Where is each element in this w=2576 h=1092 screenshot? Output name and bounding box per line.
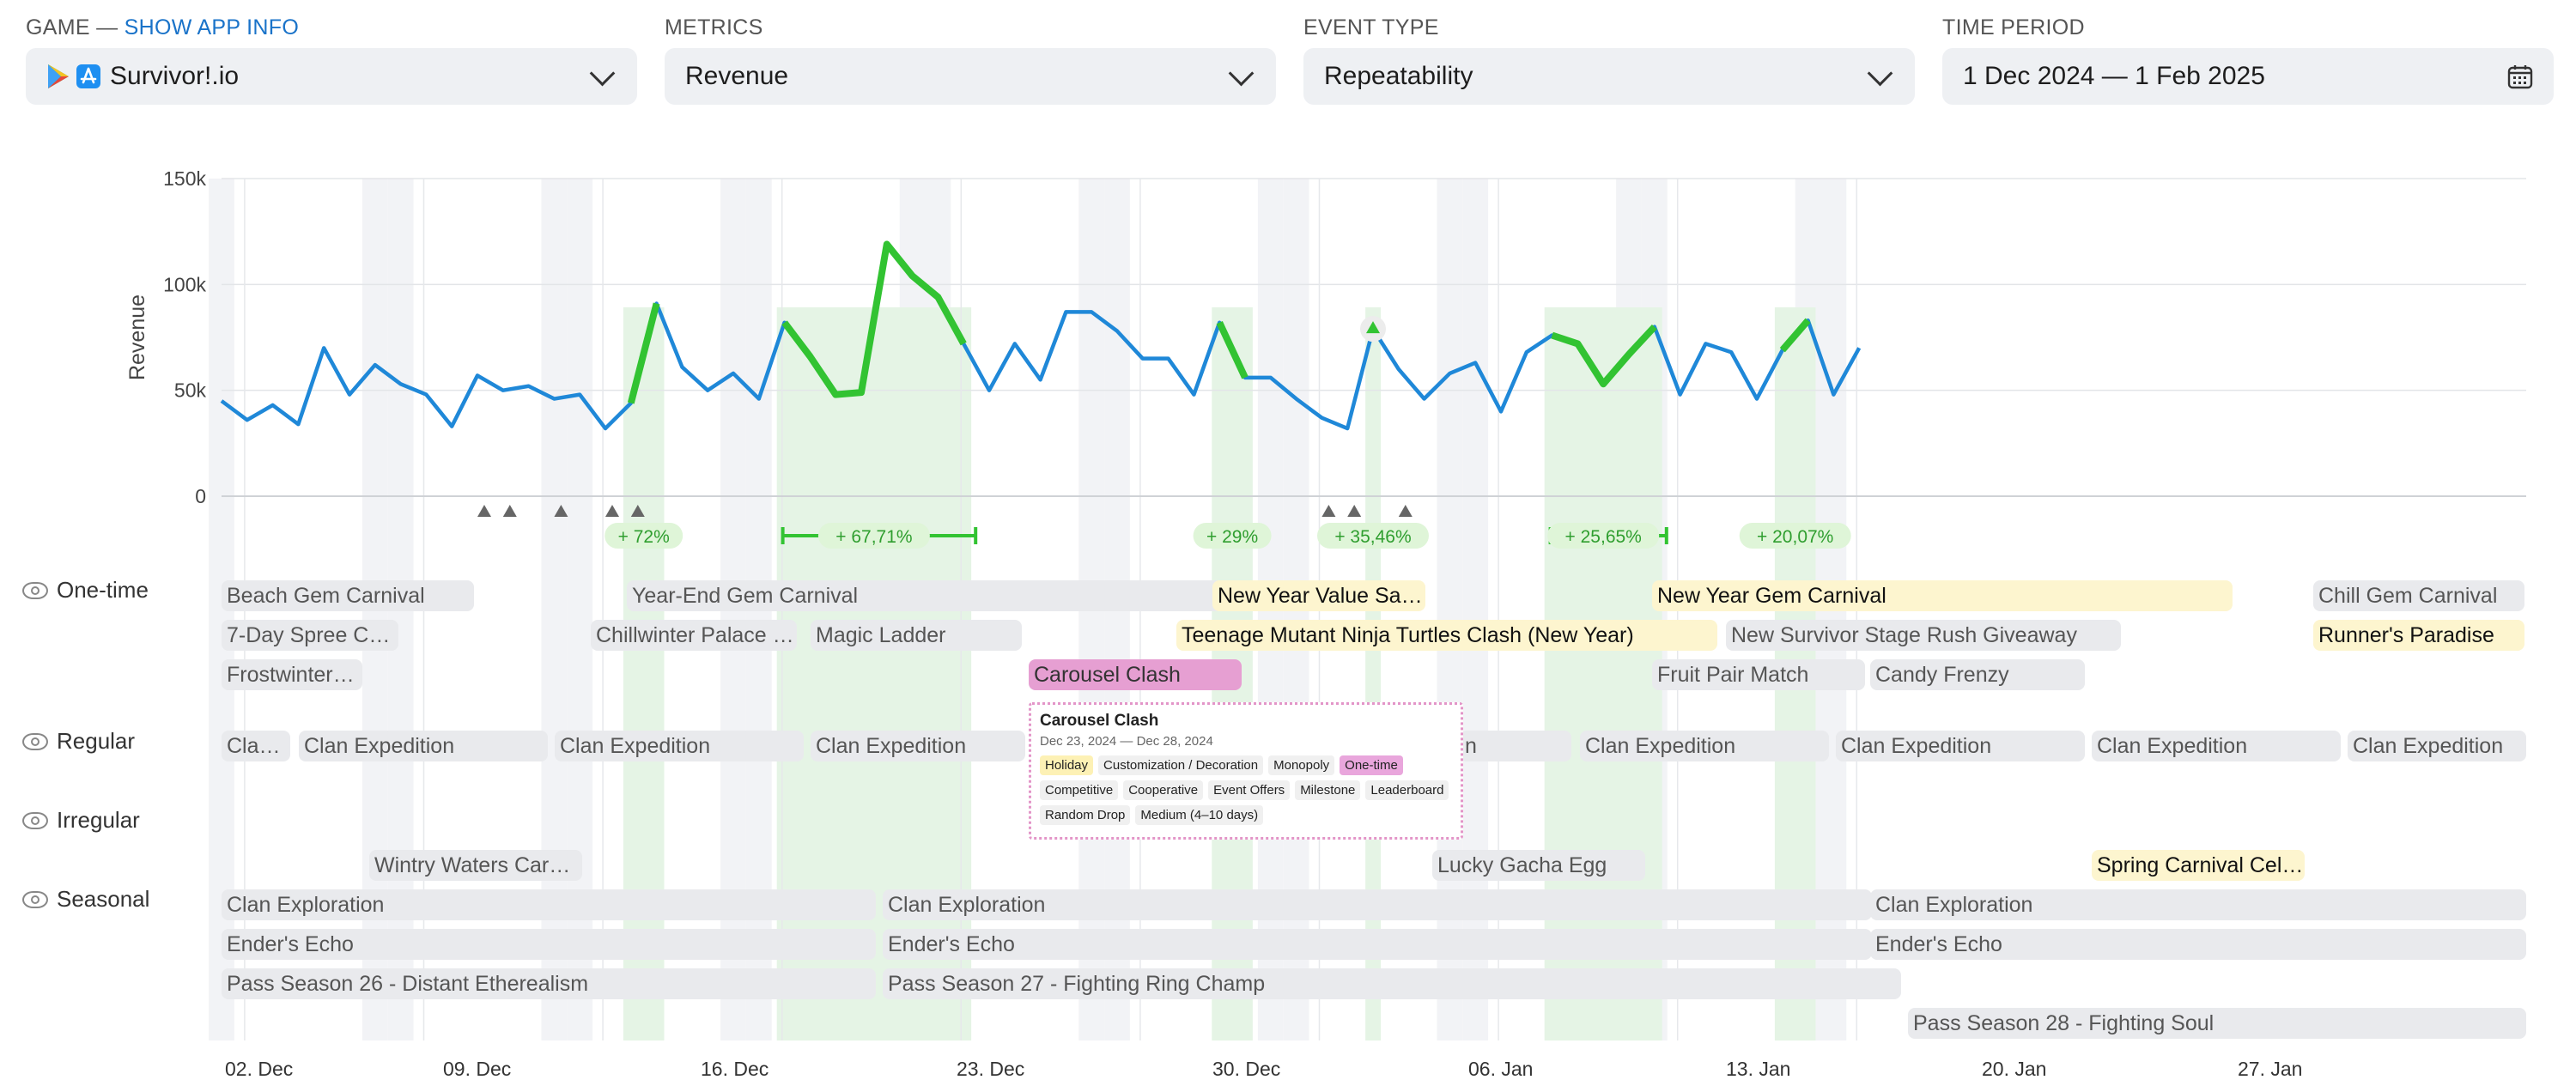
- game-label-sep: —: [89, 15, 125, 39]
- event-bar[interactable]: Clan Expedition: [1836, 731, 2085, 761]
- event-bar[interactable]: Clan Exploration: [222, 889, 876, 920]
- event-bar[interactable]: Ender's Echo: [883, 929, 1872, 960]
- highlight-segment: [781, 240, 967, 398]
- event-bar[interactable]: Clan Exploration: [883, 889, 1872, 920]
- event-marker-icon: [477, 505, 491, 517]
- change-pill: [1739, 523, 1851, 549]
- event-bar[interactable]: Beach Gem Carnival: [222, 580, 474, 611]
- event-bar[interactable]: Ender's Echo: [1870, 929, 2526, 960]
- event-type-select[interactable]: Repeatability: [1303, 48, 1915, 105]
- event-marker-icon: [605, 505, 619, 517]
- event-type-label: EVENT TYPE: [1303, 15, 1439, 39]
- event-marker-icon: [554, 505, 568, 517]
- event-bar[interactable]: Clan Expedition: [811, 731, 1025, 761]
- event-bar[interactable]: Clan Expedition: [1580, 731, 1829, 761]
- event-bar[interactable]: Year-End Gem Carnival: [627, 580, 1228, 611]
- event-marker-icon: [1321, 505, 1336, 517]
- game-value: Survivor!.io: [110, 62, 240, 90]
- event-marker-icon: [1398, 505, 1413, 517]
- chevron-down-icon: [1228, 60, 1255, 86]
- event-bar[interactable]: Pass Season 27 - Fighting Ring Champ: [883, 968, 1901, 999]
- y-tick-label: 50k: [174, 379, 207, 402]
- y-tick-label: 150k: [163, 167, 206, 190]
- time-period-field[interactable]: 1 Dec 2024 — 1 Feb 2025: [1942, 48, 2554, 105]
- event-bar[interactable]: Fruit Pair Match: [1652, 659, 1865, 690]
- game-select[interactable]: Survivor!.io: [26, 48, 637, 105]
- change-pill-label: + 20,07%: [1757, 527, 1833, 547]
- event-bar[interactable]: Chill Gem Carnival: [2313, 580, 2524, 611]
- y-tick-label: 0: [195, 485, 206, 507]
- metrics-select[interactable]: Revenue: [665, 48, 1276, 105]
- change-pill: [1193, 523, 1272, 549]
- store-icons: [46, 64, 101, 89]
- game-label-text: GAME: [26, 15, 90, 39]
- event-bar[interactable]: Candy Frenzy: [1870, 659, 2085, 690]
- event-bar[interactable]: New Year Value Sa…: [1212, 580, 1425, 611]
- metrics-label: METRICS: [665, 15, 763, 39]
- event-bar[interactable]: Clan Expedition: [555, 731, 804, 761]
- show-app-info-link[interactable]: SHOW APP INFO: [124, 15, 300, 39]
- event-bar[interactable]: Spring Carnival Cel…: [2092, 850, 2305, 881]
- change-pill-label: + 25,65%: [1565, 527, 1642, 547]
- event-bar[interactable]: New Year Gem Carnival: [1652, 580, 2233, 611]
- highlight-band: [1365, 307, 1382, 1040]
- change-pill: [605, 523, 683, 549]
- change-pill-label: + 29%: [1206, 527, 1258, 547]
- event-marker-icon: [1347, 505, 1362, 517]
- event-bar[interactable]: 7-Day Spree Ca…: [222, 620, 398, 651]
- change-pill-label: + 72%: [618, 527, 670, 547]
- event-bar[interactable]: Pass Season 26 - Distant Etherealism: [222, 968, 876, 999]
- change-pill: [1547, 523, 1660, 549]
- peak-triangle: [1366, 321, 1380, 334]
- event-bar[interactable]: Pass Season 28 - Fighting Soul: [1908, 1008, 2526, 1039]
- event-type-value: Repeatability: [1324, 62, 1473, 90]
- chevron-down-icon: [589, 60, 616, 86]
- change-pill-label: + 35,46%: [1334, 527, 1411, 547]
- event-bar[interactable]: Carousel Clash: [1029, 659, 1242, 690]
- calendar-icon[interactable]: [2507, 64, 2533, 89]
- event-bar[interactable]: Clan Expedition: [2348, 731, 2526, 761]
- y-tick-label: 100k: [163, 273, 206, 295]
- event-bar[interactable]: Wintry Waters Car…: [369, 850, 582, 881]
- time-period-label: TIME PERIOD: [1942, 15, 2085, 39]
- time-period-value: 1 Dec 2024 — 1 Feb 2025: [1963, 62, 2265, 90]
- event-bar[interactable]: Ender's Echo: [222, 929, 876, 960]
- chart-labels: 150k 100k 50k 0 Revenue: [125, 167, 206, 507]
- metrics-value: Revenue: [685, 62, 789, 90]
- game-label: GAME — SHOW APP INFO: [26, 15, 299, 40]
- event-bar[interactable]: Cla…: [222, 731, 290, 761]
- change-pill: [817, 523, 930, 549]
- event-bar[interactable]: Clan Exploration: [1870, 889, 2526, 920]
- change-pill: [1317, 523, 1429, 549]
- event-bar[interactable]: Chillwinter Palace …: [591, 620, 797, 651]
- event-marker-icon: [502, 505, 517, 517]
- change-pill-label: + 67,71%: [835, 527, 912, 547]
- y-axis-label: Revenue: [125, 294, 149, 380]
- event-bar[interactable]: Frostwinter…: [222, 659, 362, 690]
- event-bar[interactable]: Runner's Paradise: [2313, 620, 2524, 651]
- highlight-segment: [627, 302, 660, 404]
- event-bar[interactable]: New Survivor Stage Rush Giveaway: [1726, 620, 2121, 651]
- app-store-icon: [76, 64, 100, 88]
- google-play-icon: [48, 64, 69, 88]
- highlight-segment: [1216, 321, 1249, 379]
- event-bar[interactable]: Magic Ladder: [811, 620, 1022, 651]
- event-bar[interactable]: Lucky Gacha Egg: [1432, 850, 1645, 881]
- event-bar[interactable]: Clan Expedition: [2092, 731, 2341, 761]
- highlight-segment: [1779, 318, 1811, 353]
- chart-lines: + 72% + 67,71% + 29% + 35,46% + 25,65% + 20,0…: [220, 240, 1862, 549]
- highlight-segment: [1551, 324, 1657, 388]
- event-marker-icon: [630, 505, 645, 517]
- chevron-down-icon: [1867, 60, 1893, 86]
- event-bar[interactable]: Clan Expedition: [299, 731, 548, 761]
- event-bar[interactable]: n: [1460, 731, 1571, 761]
- event-bar[interactable]: Teenage Mutant Ninja Turtles Clash (New …: [1176, 620, 1717, 651]
